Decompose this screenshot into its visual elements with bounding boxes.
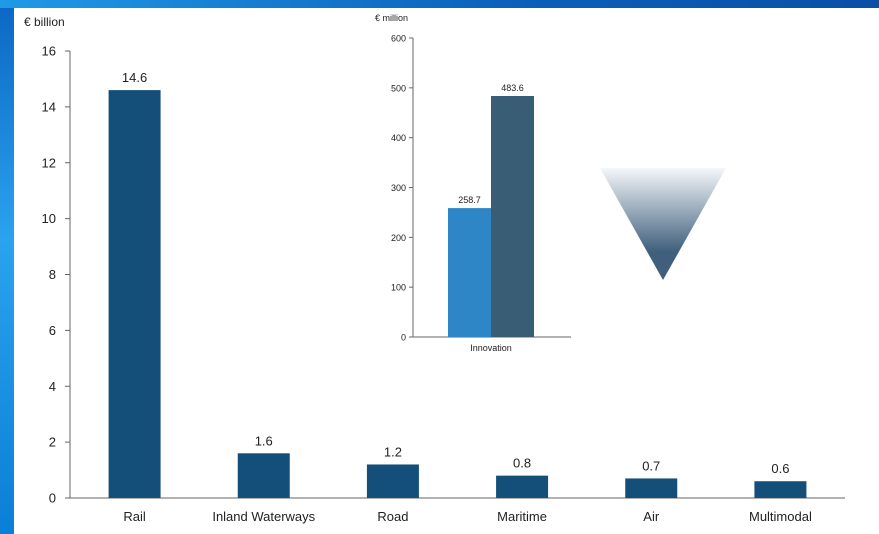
- main-bar-chart: € billion 0 2 4 6 8 10 12 14 16 14.6 1.6 1.2 0.8 0.7…: [24, 15, 845, 524]
- main-y-ticks: 0 2 4 6 8 10 12 14 16: [42, 44, 70, 506]
- inset-bars: [448, 96, 534, 337]
- main-bar: [237, 453, 290, 498]
- inset-y-tick-label: 100: [391, 283, 406, 293]
- main-data-label: 14.6: [122, 70, 147, 85]
- main-category-label: Inland Waterways: [212, 509, 315, 524]
- main-category-label: Air: [643, 509, 660, 524]
- main-y-tick-label: 14: [42, 99, 56, 114]
- inset-y-tick-label: 200: [391, 233, 406, 243]
- main-data-label: 1.2: [384, 444, 402, 459]
- main-data-label: 0.6: [771, 461, 789, 476]
- inset-y-tick-label: 300: [391, 183, 406, 193]
- main-data-labels: 14.6 1.6 1.2 0.8 0.7 0.6: [122, 70, 790, 476]
- inset-y-axis-label: € million: [375, 13, 408, 23]
- inset-y-tick-label: 600: [391, 34, 406, 44]
- main-y-tick-label: 6: [49, 323, 56, 338]
- main-y-tick-label: 12: [42, 155, 56, 170]
- inset-category-label: Innovation: [470, 343, 512, 353]
- main-bar: [625, 478, 678, 498]
- inset-y-tick-label: 0: [401, 333, 406, 343]
- main-bar: [366, 464, 419, 498]
- inset-data-label: 258.7: [458, 195, 481, 205]
- left-accent-bar: [0, 0, 14, 534]
- main-bar: [754, 481, 807, 498]
- inset-y-ticks: 0 100 200 300 400 500 600: [391, 34, 413, 343]
- main-data-label: 0.8: [513, 456, 531, 471]
- main-category-label: Road: [377, 509, 408, 524]
- main-y-tick-label: 0: [49, 491, 56, 506]
- down-triangle-icon: [600, 168, 726, 280]
- main-y-tick-label: 16: [42, 44, 56, 59]
- main-bar: [108, 90, 161, 499]
- main-data-label: 1.6: [255, 433, 273, 448]
- main-bars: [108, 90, 807, 499]
- main-y-tick-label: 2: [49, 435, 56, 450]
- inset-y-tick-label: 500: [391, 83, 406, 93]
- inset-y-tick-label: 400: [391, 133, 406, 143]
- main-category-label: Rail: [123, 509, 146, 524]
- main-y-tick-label: 8: [49, 267, 56, 282]
- inset-data-label: 483.6: [501, 83, 524, 93]
- inset-bar: [448, 208, 491, 337]
- main-y-tick-label: 10: [42, 211, 56, 226]
- inset-category-labels: Innovation: [470, 343, 512, 353]
- main-category-label: Multimodal: [749, 509, 812, 524]
- inset-data-labels: 258.7 483.6: [458, 83, 524, 205]
- main-data-label: 0.7: [642, 458, 660, 473]
- main-y-axis-label: € billion: [24, 15, 65, 29]
- main-category-labels: Rail Inland Waterways Road Maritime Air Multi…: [123, 509, 812, 524]
- main-y-tick-label: 4: [49, 379, 56, 394]
- main-category-label: Maritime: [497, 509, 547, 524]
- inset-bar-chart: € million 0 100 200 300 400 500 600 258.7 483.6…: [375, 13, 571, 353]
- top-accent-bar: [0, 0, 879, 8]
- main-bar: [496, 475, 549, 498]
- inset-bar: [491, 96, 534, 337]
